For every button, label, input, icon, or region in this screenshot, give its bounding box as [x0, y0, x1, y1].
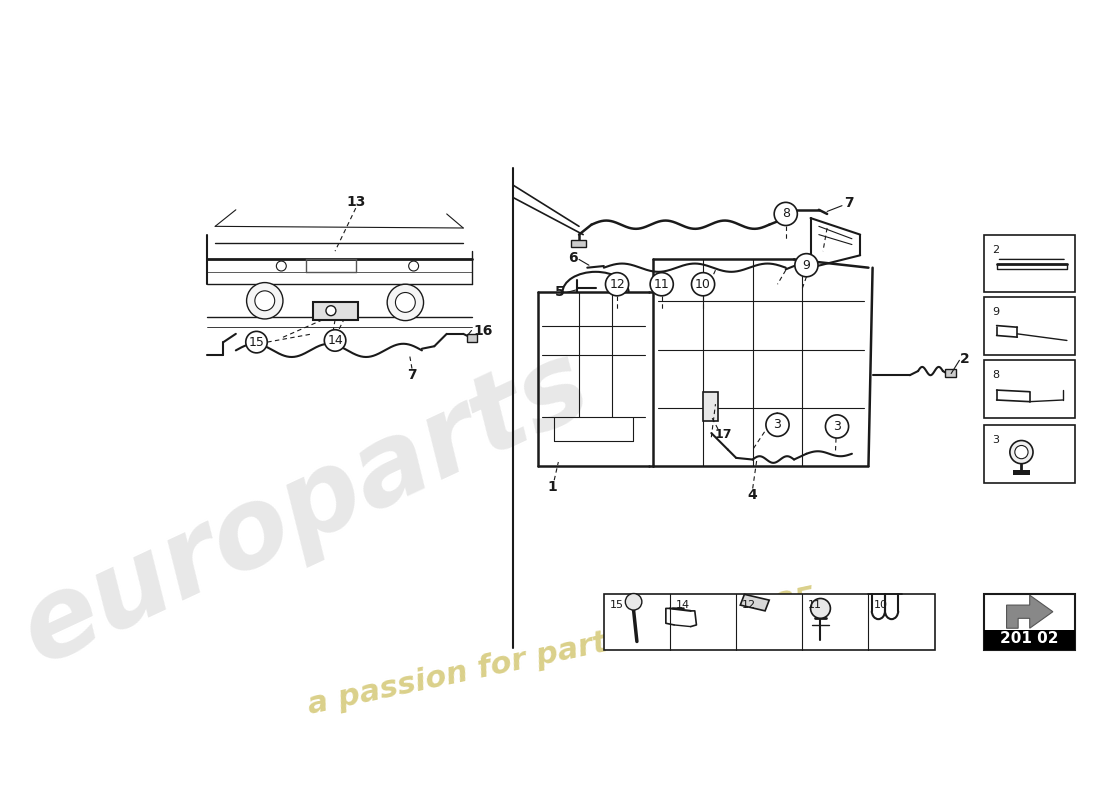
Polygon shape — [1006, 595, 1053, 628]
Circle shape — [692, 273, 715, 296]
Text: 14: 14 — [675, 600, 690, 610]
Text: 9: 9 — [992, 306, 1000, 317]
Text: 7: 7 — [407, 368, 417, 382]
Circle shape — [387, 284, 424, 321]
Bar — [468, 334, 477, 342]
Text: 3: 3 — [833, 420, 842, 433]
Circle shape — [324, 330, 345, 351]
Text: 14: 14 — [327, 334, 343, 347]
Text: 6: 6 — [568, 250, 578, 265]
Bar — [984, 360, 1075, 418]
Circle shape — [395, 293, 416, 312]
Circle shape — [625, 594, 642, 610]
Text: 17: 17 — [715, 428, 733, 442]
Bar — [571, 240, 585, 247]
Text: 1: 1 — [548, 480, 558, 494]
Circle shape — [326, 306, 336, 316]
Circle shape — [255, 291, 275, 310]
Text: 2: 2 — [959, 352, 969, 366]
Text: 10: 10 — [874, 600, 888, 610]
Text: europarts: europarts — [6, 330, 607, 686]
Text: 3: 3 — [992, 434, 1000, 445]
Bar — [984, 594, 1075, 650]
Bar — [984, 425, 1075, 482]
Text: a passion for parts since 1985: a passion for parts since 1985 — [306, 584, 820, 720]
Circle shape — [1015, 446, 1028, 458]
Circle shape — [795, 254, 818, 277]
Text: 5: 5 — [554, 286, 564, 299]
Circle shape — [825, 415, 848, 438]
Text: 11: 11 — [653, 278, 670, 290]
Circle shape — [650, 273, 673, 296]
Circle shape — [811, 598, 830, 618]
Bar — [945, 369, 956, 377]
Text: 15: 15 — [609, 600, 624, 610]
Text: 13: 13 — [346, 194, 365, 209]
Bar — [984, 630, 1075, 650]
Bar — [1013, 470, 1030, 475]
Text: 10: 10 — [695, 278, 711, 290]
Circle shape — [276, 261, 286, 271]
Bar — [703, 392, 718, 421]
Text: 12: 12 — [609, 278, 625, 290]
Polygon shape — [740, 594, 769, 611]
Text: 2: 2 — [992, 245, 1000, 254]
Text: 16: 16 — [473, 323, 493, 338]
Text: 201 02: 201 02 — [1001, 631, 1059, 646]
Circle shape — [774, 202, 798, 226]
Bar — [984, 297, 1075, 354]
Circle shape — [1010, 441, 1033, 464]
Bar — [604, 594, 935, 650]
Text: 7: 7 — [844, 196, 854, 210]
Text: 15: 15 — [249, 336, 264, 349]
Circle shape — [766, 414, 789, 436]
Circle shape — [245, 331, 267, 353]
Text: 3: 3 — [773, 418, 781, 431]
Text: 4: 4 — [748, 488, 758, 502]
Circle shape — [246, 282, 283, 319]
Bar — [984, 234, 1075, 293]
Circle shape — [605, 273, 628, 296]
Bar — [312, 302, 359, 320]
Text: 11: 11 — [808, 600, 822, 610]
Text: 12: 12 — [741, 600, 756, 610]
Text: 8: 8 — [992, 370, 1000, 380]
Text: 9: 9 — [803, 258, 811, 272]
Circle shape — [409, 261, 419, 271]
Text: 8: 8 — [782, 207, 790, 221]
